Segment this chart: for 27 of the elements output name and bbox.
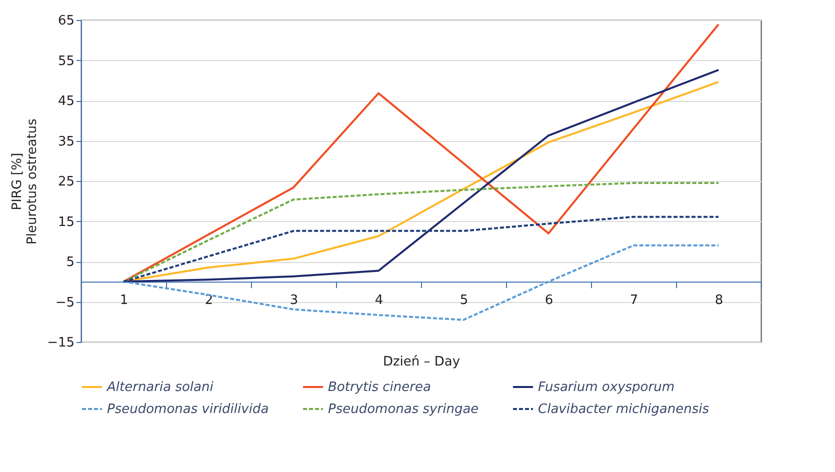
x-tick-label: 7 — [630, 293, 638, 308]
x-tick-label: 8 — [714, 293, 724, 308]
y-tick-label: 45 — [58, 94, 74, 109]
y-tick-label: 5 — [66, 255, 74, 270]
line-series — [122, 182, 720, 283]
x-axis-title: Dzień – Day — [382, 354, 460, 370]
y-tick-label: 65 — [58, 14, 74, 28]
y-axis-title: PIRG [%] Pleurotus ostreatus — [10, 118, 40, 244]
legend-label: Pseudomonas syringae — [328, 402, 479, 417]
y-tick-label: 25 — [58, 174, 74, 190]
legend-label: Botrytis cinerea — [328, 380, 431, 395]
legend-label: Alternaria solani — [106, 380, 214, 395]
y-tick-label: −15 — [47, 336, 74, 350]
legend-label: Fusarium oxysporum — [538, 380, 674, 395]
y-tick-label: −5 — [55, 295, 74, 310]
x-tick-label: 6 — [544, 293, 554, 308]
x-tick-label: 3 — [290, 293, 298, 308]
x-tick-label: 4 — [374, 293, 384, 308]
y-tick-label: 55 — [58, 54, 74, 69]
legend-label: Clavibacter michiganensis — [538, 402, 710, 417]
y-tick-label: 35 — [58, 134, 74, 150]
legend-label: Pseudomonas viridilivida — [107, 402, 269, 417]
line-series — [122, 23, 720, 283]
line-series — [122, 216, 720, 283]
y-tick-label: 15 — [58, 214, 74, 230]
x-tick-label: 5 — [460, 293, 468, 308]
x-tick-label: 1 — [120, 293, 128, 308]
